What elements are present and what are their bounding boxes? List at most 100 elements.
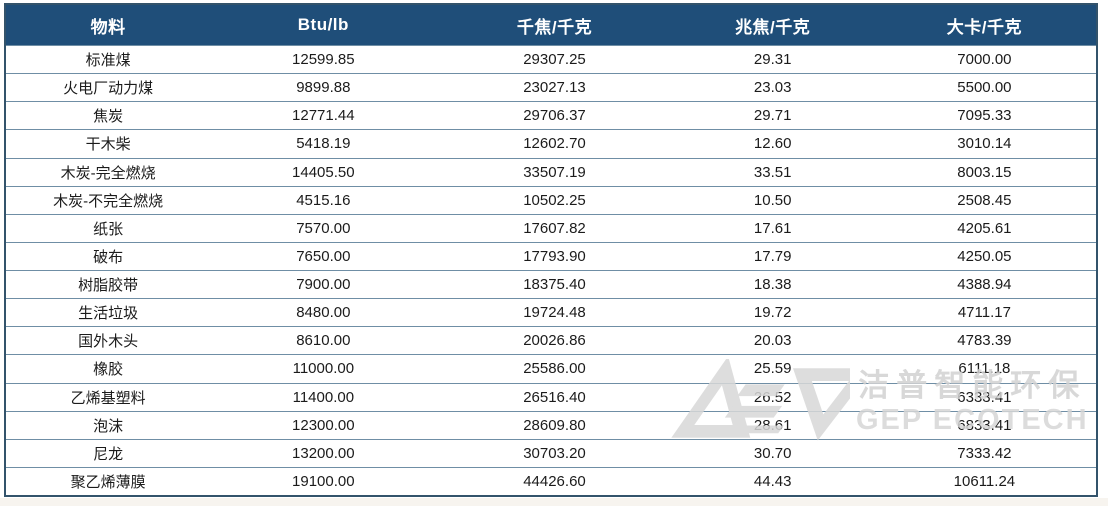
table-cell: 6333.41: [957, 388, 1012, 406]
table-cell: 12602.70: [523, 135, 586, 153]
table-cell: 17.61: [753, 219, 792, 237]
table-cell: 18.38: [753, 276, 792, 294]
column-header-1: 物料: [90, 17, 126, 37]
table-cell: 火电厂动力煤: [63, 80, 154, 98]
table-cell: 20.03: [753, 332, 792, 350]
table-cell: 11400.00: [292, 388, 355, 406]
table-cell: 26.52: [753, 388, 792, 406]
table-row: 聚乙烯薄膜 19100.00 44426.60 44.43 10611.24: [6, 466, 1096, 495]
table-cell: 7900.00: [296, 276, 351, 294]
table-cell: 44426.60: [523, 472, 586, 490]
table-cell: 6111.18: [958, 360, 1011, 378]
table-cell: 生活垃圾: [78, 305, 139, 323]
table-cell: 乙烯基塑料: [70, 389, 146, 407]
column-header-4: 兆焦/千克: [735, 17, 811, 37]
table-cell: 尼龙: [93, 445, 124, 463]
table-cell: 19.72: [753, 304, 792, 322]
table-cell: 7000.00: [957, 51, 1012, 69]
table-cell: 12300.00: [292, 416, 355, 434]
table-cell: 29.31: [753, 51, 792, 69]
table-row: 尼龙 13200.00 30703.20 30.70 7333.42: [6, 438, 1096, 467]
table-cell: 33.51: [753, 163, 792, 181]
table-cell: 9899.88: [296, 79, 351, 97]
table-cell: 破布: [93, 248, 124, 266]
table-cell: 7095.33: [957, 107, 1012, 125]
table-row: 干木柴 5418.19 12602.70 12.60 3010.14: [6, 129, 1096, 158]
table-cell: 木炭-不完全燃烧: [53, 192, 164, 210]
table-cell: 泡沫: [93, 417, 124, 435]
table-cell: 4205.61: [957, 219, 1012, 237]
table-cell: 18375.40: [523, 276, 586, 294]
table-cell: 橡胶: [93, 361, 124, 379]
table-cell: 23.03: [753, 79, 792, 97]
table-cell: 标准煤: [85, 52, 131, 70]
table-cell: 4250.05: [957, 247, 1012, 265]
table-cell: 12771.44: [292, 107, 355, 125]
table-row: 破布 7650.00 17793.90 17.79 4250.05: [6, 241, 1096, 270]
table-row: 焦炭 12771.44 29706.37 29.71 7095.33: [6, 101, 1096, 130]
table-row: 木炭-完全燃烧 14405.50 33507.19 33.51 8003.15: [6, 157, 1096, 186]
table-cell: 8003.15: [957, 163, 1012, 181]
table-cell: 焦炭: [93, 108, 124, 126]
column-header-2: Btu/lb: [297, 15, 349, 34]
table-cell: 25586.00: [523, 360, 586, 378]
table-cell: 12599.85: [292, 51, 355, 69]
table-row: 火电厂动力煤 9899.88 23027.13 23.03 5500.00: [6, 73, 1096, 102]
table-cell: 11000.00: [292, 360, 355, 378]
table-cell: 2508.45: [957, 191, 1012, 209]
table-cell: 13200.00: [292, 444, 355, 462]
table-cell: 25.59: [753, 360, 792, 378]
table-cell: 28609.80: [523, 416, 586, 434]
table-cell: 纸张: [93, 220, 124, 238]
table-row: 泡沫 12300.00 28609.80 28.61 6833.41: [6, 410, 1096, 439]
table-cell: 10611.24: [953, 472, 1016, 490]
table-cell: 12.60: [753, 135, 792, 153]
table-cell: 29307.25: [523, 51, 586, 69]
table-row: 树脂胶带 7900.00 18375.40 18.38 4388.94: [6, 270, 1096, 299]
table-cell: 国外木头: [78, 333, 139, 351]
table-row: 木炭-不完全燃烧 4515.16 10502.25 10.50 2508.45: [6, 185, 1096, 214]
table-cell: 20026.86: [523, 332, 586, 350]
table-cell: 30.70: [753, 444, 792, 462]
table-cell: 4711.17: [957, 304, 1011, 322]
column-header-3: 千焦/千克: [516, 17, 593, 37]
table-cell: 17793.90: [523, 247, 586, 265]
bottom-margin: [0, 498, 1108, 506]
table-cell: 木炭-完全燃烧: [60, 164, 156, 182]
table-cell: 7333.42: [957, 444, 1012, 462]
table-cell: 7650.00: [296, 247, 351, 265]
table-row: 国外木头 8610.00 20026.86 20.03 4783.39: [6, 326, 1096, 355]
table-cell: 10502.25: [523, 191, 586, 209]
table-cell: 6833.41: [957, 416, 1012, 434]
table-header-row: 物料 Btu/lb 千焦/千克 兆焦/千克 大卡/千克: [6, 5, 1096, 45]
table-cell: 17607.82: [523, 219, 586, 237]
table-cell: 29706.37: [523, 107, 586, 125]
table-row: 标准煤 12599.85 29307.25 29.31 7000.00: [6, 45, 1096, 74]
table-cell: 聚乙烯薄膜: [70, 473, 146, 491]
table-cell: 26516.40: [523, 388, 586, 406]
caloric-value-table: 物料 Btu/lb 千焦/千克 兆焦/千克 大卡/千克 标准煤 12599.85 29307…: [4, 3, 1098, 497]
table-cell: 19100.00: [292, 472, 355, 490]
table-cell: 10.50: [753, 191, 792, 209]
table-cell: 5500.00: [957, 79, 1012, 97]
table-row: 纸张 7570.00 17607.82 17.61 4205.61: [6, 213, 1096, 242]
table-cell: 44.43: [753, 472, 792, 490]
table-cell: 4388.94: [957, 276, 1012, 294]
table-cell: 干木柴: [85, 136, 131, 154]
table-cell: 29.71: [753, 107, 792, 125]
table-body: 标准煤 12599.85 29307.25 29.31 7000.00 火电厂动力煤 989…: [6, 45, 1096, 495]
table-cell: 4783.39: [957, 332, 1012, 350]
table-cell: 14405.50: [292, 163, 355, 181]
table-cell: 8610.00: [296, 332, 351, 350]
table-row: 生活垃圾 8480.00 19724.48 19.72 4711.17: [6, 298, 1096, 327]
column-header-5: 大卡/千克: [946, 17, 1023, 37]
table-cell: 5418.19: [296, 135, 351, 153]
table-cell: 19724.48: [523, 304, 586, 322]
table-cell: 树脂胶带: [78, 277, 139, 295]
table-cell: 33507.19: [523, 163, 586, 181]
table-cell: 3010.14: [957, 135, 1012, 153]
table-cell: 7570.00: [296, 219, 351, 237]
table-cell: 8480.00: [296, 304, 351, 322]
table-cell: 30703.20: [523, 444, 586, 462]
